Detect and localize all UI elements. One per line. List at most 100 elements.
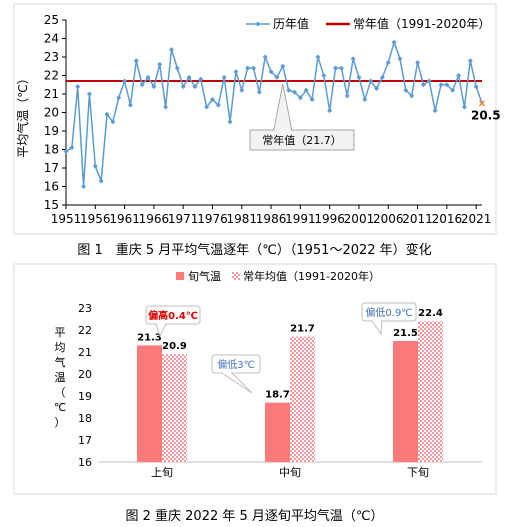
y-tick-label: 23	[78, 302, 92, 315]
y-tick-label: 25	[44, 13, 59, 27]
legend: 历年值 常年值（1991-2020年）	[246, 16, 490, 31]
normal-callout-box	[249, 129, 355, 151]
data-point	[426, 78, 432, 84]
data-point	[233, 69, 239, 75]
y-axis-label: 平均气温（℃）	[15, 72, 30, 157]
data-point	[221, 74, 227, 80]
data-point	[92, 163, 98, 169]
y-label-char: 气	[55, 355, 66, 369]
data-point	[122, 78, 128, 84]
figure-1-caption: 图 1 重庆 5 月平均气温逐年（℃）（1951～2022 年）变化	[77, 243, 432, 258]
category-label: 下旬	[407, 466, 429, 479]
x-tick-label: 2006	[373, 212, 404, 226]
legend-marker	[255, 21, 261, 27]
data-point	[333, 65, 339, 71]
data-point	[350, 56, 356, 62]
x-tick-label: 1951	[51, 212, 82, 226]
data-point	[157, 61, 163, 67]
y-label-char: ）	[55, 416, 66, 429]
data-point	[174, 65, 180, 71]
data-point	[461, 104, 467, 110]
data-point	[227, 119, 233, 125]
x-tick-label: 2016	[432, 212, 463, 226]
y-tick-label: 16	[78, 456, 92, 469]
x-tick-label: 1966	[139, 212, 170, 226]
data-point	[321, 73, 327, 78]
legend-label-normal-2: 常年均值（1991-2020年）	[243, 269, 380, 283]
callouts: 偏高0.4℃ 偏低3℃ 偏低0.9℃	[145, 302, 417, 394]
x-tick-label: 2011	[402, 212, 433, 226]
data-point	[63, 148, 69, 154]
y-tick-label: 18	[44, 143, 59, 157]
data-point	[385, 60, 391, 66]
bar-value-label: 18.7	[265, 390, 290, 401]
y-tick-label: 21	[44, 87, 59, 101]
data-point	[86, 91, 92, 97]
data-point	[139, 82, 145, 88]
x-tick-label: 1961	[109, 212, 140, 226]
y-label-char: 平	[55, 326, 66, 339]
data-point	[98, 178, 104, 184]
bar-normal	[162, 354, 187, 462]
bar-normal	[418, 321, 443, 462]
data-point	[327, 108, 333, 114]
callout-label: 偏低3℃	[217, 358, 255, 371]
data-point	[315, 54, 321, 60]
bar-value-label: 20.9	[162, 341, 187, 352]
data-point	[391, 39, 397, 45]
y-axis-label-2: 平均气温 （ ℃ ）	[54, 326, 66, 429]
data-point	[297, 95, 303, 101]
data-point	[303, 87, 309, 93]
legend-swatch-dekad	[176, 272, 184, 280]
data-point	[420, 82, 426, 88]
x-tick-label: 1996	[314, 212, 345, 226]
y-tick-label: 21	[78, 346, 92, 359]
data-point	[432, 108, 438, 114]
data-point	[127, 102, 133, 108]
data-point	[280, 63, 286, 69]
category-label: 中旬	[279, 466, 301, 479]
bar-value-label: 21.7	[290, 324, 315, 335]
yearly-line	[65, 39, 483, 187]
x-tick-label: 1976	[197, 212, 228, 226]
y-tick-label: 20	[78, 368, 92, 381]
bars: 21.320.9 上旬 18.7 21.7 中旬 21.522.4 下旬	[137, 308, 443, 479]
legend-label-normal: 常年值（1991-2020年）	[353, 16, 490, 31]
last-value-label: 20.5	[471, 108, 501, 122]
x-tick-label: 1986	[256, 212, 287, 226]
y-label-char: （	[55, 386, 66, 399]
data-point	[250, 65, 256, 71]
normal-callout-label: 常年值（21.7）	[262, 133, 342, 147]
bar-dekad	[265, 402, 290, 462]
data-point	[145, 74, 151, 80]
data-point	[286, 87, 292, 93]
data-point	[75, 84, 81, 90]
data-point	[274, 74, 280, 80]
legend-label-yearly: 历年值	[273, 16, 309, 31]
data-point	[256, 89, 262, 95]
x-tick-label: 2021	[461, 212, 492, 226]
data-point	[133, 58, 139, 64]
x-tick-label: 2001	[344, 212, 375, 226]
bar-value-label: 22.4	[418, 308, 443, 319]
data-point	[438, 82, 444, 88]
y-axis-2: 16 17 18 19 20 21 22 23	[78, 302, 92, 469]
data-point	[415, 60, 421, 66]
data-point	[104, 111, 110, 117]
y-tick-label: 24	[44, 32, 59, 46]
y-axis: 15 16 17 18 19 20 21 22 23 24 25	[44, 13, 67, 212]
y-label-char: 均	[55, 341, 66, 354]
data-point	[151, 84, 157, 90]
y-tick-label: 23	[44, 50, 59, 64]
x-tick-label: 1991	[285, 212, 316, 226]
data-point	[163, 104, 169, 110]
y-tick-label: 22	[44, 69, 59, 83]
data-point	[444, 82, 450, 88]
x-tick-label: 1981	[227, 212, 258, 226]
data-point	[374, 85, 380, 91]
callout-box	[211, 354, 261, 374]
data-point	[180, 84, 186, 90]
data-point	[409, 93, 415, 99]
